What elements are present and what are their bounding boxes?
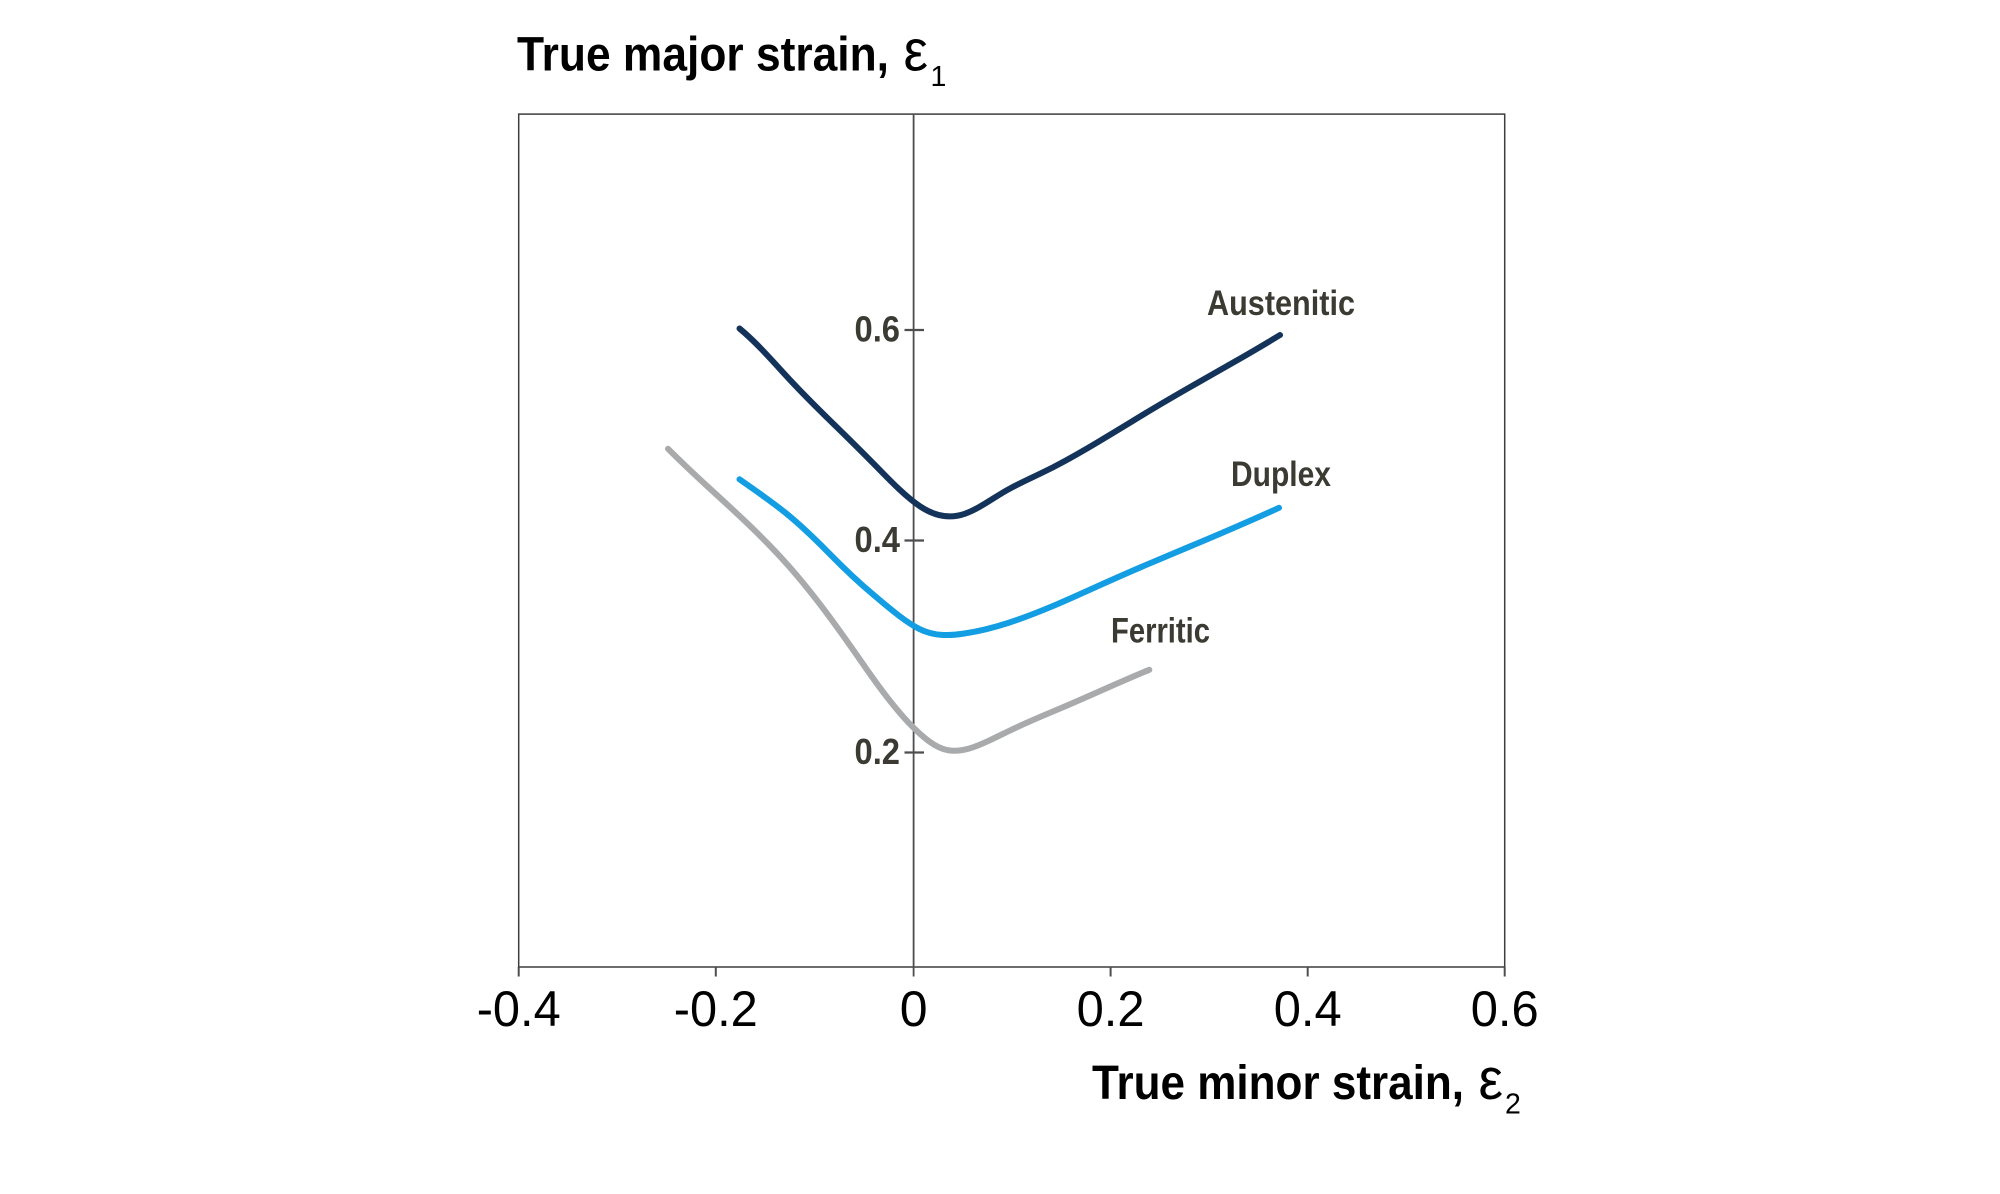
svg-text:-0.4: -0.4 <box>477 981 561 1037</box>
svg-text:ε: ε <box>904 19 929 84</box>
svg-text:Austenitic: Austenitic <box>1207 284 1355 323</box>
svg-text:0.6: 0.6 <box>1471 981 1539 1037</box>
svg-text:-0.2: -0.2 <box>674 981 758 1037</box>
svg-text:ε: ε <box>1479 1047 1504 1112</box>
svg-text:2: 2 <box>1505 1089 1521 1121</box>
svg-text:0: 0 <box>900 981 928 1037</box>
svg-text:Ferritic: Ferritic <box>1111 612 1210 651</box>
svg-text:1: 1 <box>931 61 947 93</box>
svg-text:0.4: 0.4 <box>855 519 901 560</box>
svg-text:0.2: 0.2 <box>1077 981 1145 1037</box>
svg-text:0.2: 0.2 <box>855 731 901 772</box>
svg-text:True minor strain,: True minor strain, <box>1092 1057 1464 1110</box>
svg-text:Duplex: Duplex <box>1231 455 1331 494</box>
svg-text:0.6: 0.6 <box>855 309 901 350</box>
svg-text:True major strain,: True major strain, <box>517 29 889 82</box>
svg-text:0.4: 0.4 <box>1274 981 1342 1037</box>
